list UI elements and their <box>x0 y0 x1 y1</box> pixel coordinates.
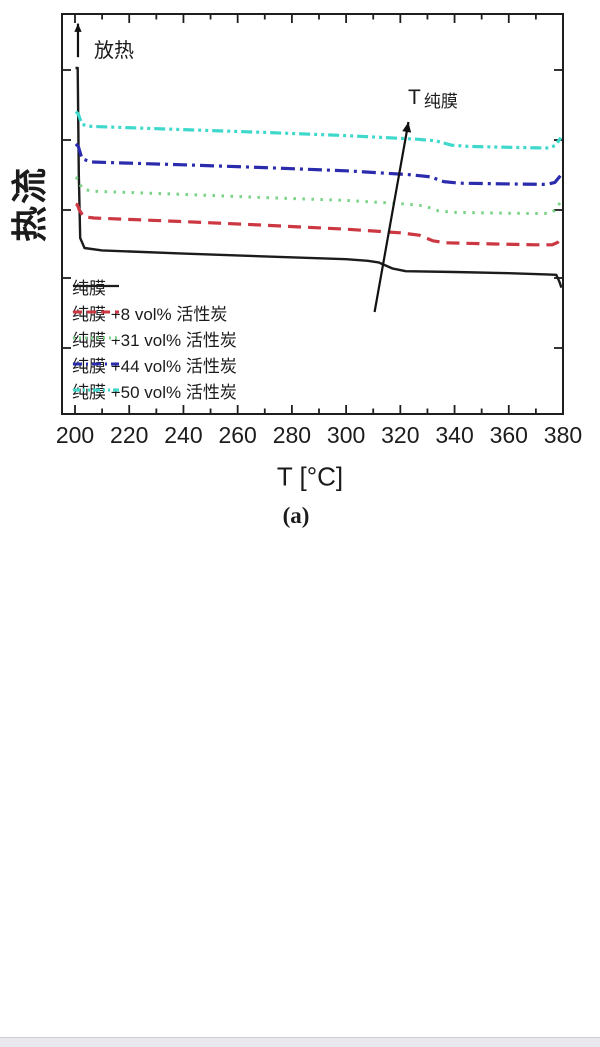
legend-swatch-3 <box>73 362 119 366</box>
dsc-chart-canvas: 200 220 240 260 280 300 320 340 360 380 <box>56 13 582 448</box>
svg-text:360: 360 <box>490 422 528 448</box>
svg-text:300: 300 <box>327 422 365 448</box>
legend-swatch-0 <box>73 284 119 288</box>
figure-a: 200 220 240 260 280 300 320 340 360 380 热流 放热 T 纯膜… <box>9 13 582 528</box>
series-2 <box>74 176 563 216</box>
transition-annotation-subscript: 纯膜 <box>423 92 458 111</box>
legend: 纯膜 纯膜 +8 vol% 活性炭 纯膜 +31 vol% 活性炭 纯膜 +44… <box>72 273 237 403</box>
y-ticks-a <box>63 69 562 349</box>
arrow-head <box>74 23 82 32</box>
transition-annotation: T 纯膜 <box>408 84 458 111</box>
legend-item-pure-film: 纯膜 <box>72 273 237 299</box>
x-ticks-a <box>74 15 564 413</box>
svg-text:320: 320 <box>381 422 419 448</box>
exothermic-annotation-label: 放热 <box>94 40 134 62</box>
legend-label: 纯膜 +50 vol% 活性炭 <box>72 382 237 402</box>
transition-arrow <box>373 121 410 313</box>
series-3 <box>74 142 563 186</box>
figure-b: 3173183193203213223233243253263270102030… <box>0 530 600 1047</box>
legend-label: 纯膜 +31 vol% 活性炭 <box>72 330 237 350</box>
page-bottom-strip <box>0 1037 600 1047</box>
series-1 <box>75 202 563 247</box>
heat-flow-axis-label: 热流 <box>9 165 50 243</box>
temperature-axis-label: T [°C] <box>276 461 344 492</box>
arrow-head <box>402 122 412 133</box>
svg-text:380: 380 <box>544 422 582 448</box>
transition-annotation-symbol: T <box>408 86 421 109</box>
svg-text:220: 220 <box>110 422 148 448</box>
legend-label: 纯膜 +44 vol% 活性炭 <box>72 356 237 376</box>
legend-label: 纯膜 <box>72 278 106 298</box>
legend-item-44vol: 纯膜 +44 vol% 活性炭 <box>72 351 237 377</box>
legend-swatch-1 <box>73 310 119 314</box>
legend-item-50vol: 纯膜 +50 vol% 活性炭 <box>72 377 237 403</box>
legend-item-8vol: 纯膜 +8 vol% 活性炭 <box>72 299 237 325</box>
svg-text:240: 240 <box>164 422 202 448</box>
legend-label: 纯膜 +8 vol% 活性炭 <box>72 304 228 324</box>
svg-text:280: 280 <box>273 422 311 448</box>
legend-item-31vol: 纯膜 +31 vol% 活性炭 <box>72 325 237 351</box>
legend-swatch-4 <box>73 388 119 392</box>
svg-text:260: 260 <box>218 422 256 448</box>
plot-frame-a <box>61 13 564 415</box>
x-tick-labels-a: 200 220 240 260 280 300 320 340 360 380 <box>56 422 582 448</box>
panel-label-a: (a) <box>282 503 310 528</box>
svg-text:200: 200 <box>56 422 94 448</box>
series-0 <box>75 66 563 288</box>
series-4 <box>74 110 563 150</box>
svg-text:340: 340 <box>435 422 473 448</box>
legend-swatch-2 <box>73 336 119 340</box>
